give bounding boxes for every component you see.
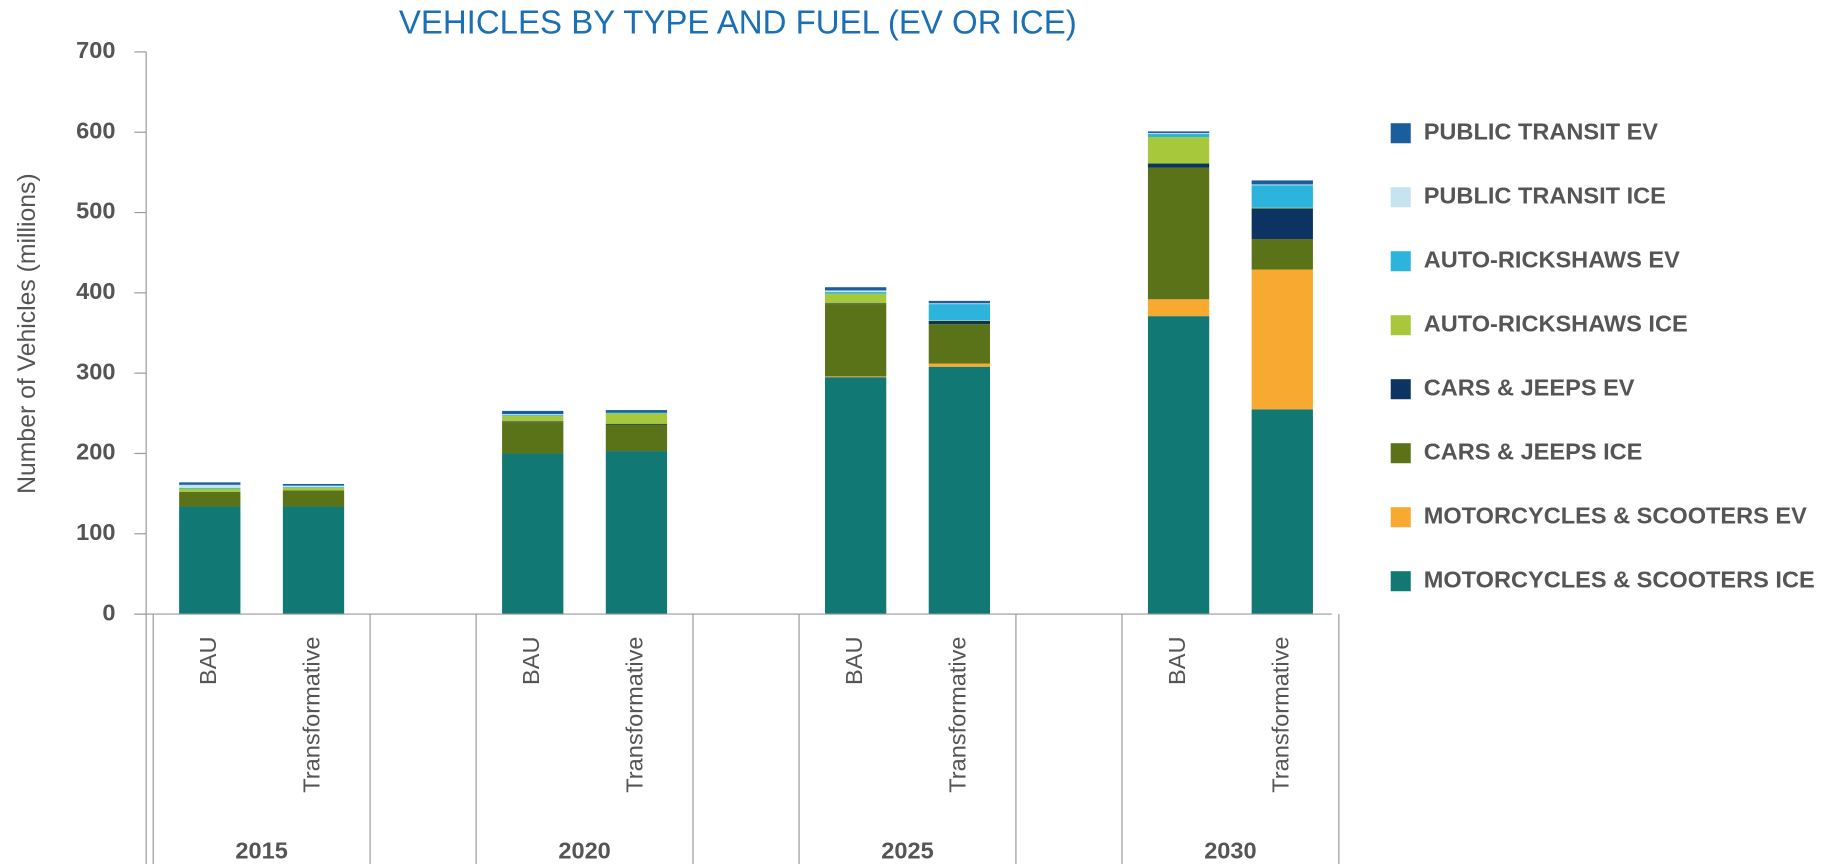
bar-segment <box>1251 409 1313 615</box>
y-axis-label: Number of Vehicles (millions) <box>14 173 41 493</box>
bar-segment <box>605 410 668 413</box>
y-tick-label: 200 <box>76 439 115 465</box>
bar-segment <box>825 293 887 304</box>
bar-segment <box>282 488 345 491</box>
bar-segment <box>179 492 241 507</box>
bar-segment <box>502 414 564 415</box>
legend-label: MOTORCYCLES & SCOOTERS ICE <box>1424 566 1815 592</box>
bar-segment <box>179 506 241 615</box>
bar-segment <box>1251 239 1313 270</box>
x-tick-label: BAU <box>518 636 544 684</box>
x-tick-label: Transformative <box>622 636 648 792</box>
bar-segment <box>502 421 564 423</box>
y-tick-label: 100 <box>76 519 115 545</box>
bar-segment <box>282 490 345 507</box>
legend-swatch <box>1390 315 1411 336</box>
bar-segment <box>928 320 990 321</box>
bar-segment <box>605 412 668 414</box>
y-tick-label: 700 <box>76 37 115 63</box>
bar-segment <box>928 304 990 321</box>
bar-segment <box>282 483 345 486</box>
legend-swatch <box>1390 571 1411 592</box>
bar-segment <box>1147 137 1210 164</box>
bar-segment <box>605 424 668 452</box>
bar-segment <box>1251 207 1313 209</box>
x-tick-label: Transformative <box>299 636 325 792</box>
x-tick-label: Transformative <box>945 636 971 792</box>
bar-segment <box>605 413 668 424</box>
legend-label: PUBLIC TRANSIT ICE <box>1424 182 1666 208</box>
legend-swatch <box>1390 123 1411 144</box>
y-tick-label: 300 <box>76 358 115 384</box>
legend-label: CARS & JEEPS ICE <box>1424 438 1643 464</box>
bar-segment <box>605 423 668 425</box>
x-tick-label: BAU <box>841 636 867 684</box>
bar-segment <box>825 292 887 294</box>
bar-segment <box>928 324 990 364</box>
bar-segment <box>1147 167 1210 300</box>
bar-segment <box>928 300 990 304</box>
legend-swatch <box>1390 379 1411 400</box>
y-tick-label: 0 <box>102 599 115 625</box>
bar-segment <box>1251 269 1313 410</box>
legend-label: AUTO-RICKSHAWS EV <box>1424 246 1680 272</box>
bar-segment <box>1251 184 1313 186</box>
bar-segment <box>179 484 241 489</box>
group-label: 2030 <box>1204 837 1256 863</box>
bar-segment <box>1251 208 1313 240</box>
y-tick-label: 600 <box>76 117 115 143</box>
x-tick-label: BAU <box>195 636 221 684</box>
group-label: 2020 <box>558 837 610 863</box>
bar-segment <box>825 287 887 291</box>
bar-segment <box>179 482 241 485</box>
bar-segment <box>825 303 887 305</box>
group-label: 2015 <box>235 837 287 863</box>
bar-segment <box>605 451 668 615</box>
x-tick-label: BAU <box>1164 636 1190 684</box>
bar-segment <box>179 488 241 493</box>
bar-segment <box>825 304 887 377</box>
legend-label: PUBLIC TRANSIT EV <box>1424 118 1659 144</box>
bar-segment <box>825 376 887 378</box>
chart-title: VEHICLES BY TYPE AND FUEL (EV OR ICE) <box>399 4 1077 41</box>
legend-label: CARS & JEEPS EV <box>1424 374 1635 400</box>
bar-segment <box>1147 133 1210 138</box>
bar-segment <box>825 377 887 615</box>
x-tick-label: Transformative <box>1268 636 1294 792</box>
bar-segment <box>179 488 241 489</box>
bar-segment <box>1251 180 1313 185</box>
bar-segment <box>1147 299 1210 317</box>
bar-segment <box>928 363 990 367</box>
bar-segment <box>502 415 564 422</box>
bar-segment <box>282 487 345 489</box>
bar-segment <box>1147 131 1210 134</box>
bar-segment <box>928 366 990 615</box>
bar-segment <box>282 485 345 488</box>
bar-segment <box>1147 133 1210 134</box>
legend-swatch <box>1390 507 1411 528</box>
y-tick-label: 400 <box>76 278 115 304</box>
bar-segment <box>502 410 564 415</box>
bar-segment <box>825 290 887 293</box>
legend-swatch <box>1390 187 1411 208</box>
y-tick-label: 500 <box>76 198 115 224</box>
group-label: 2025 <box>881 837 933 863</box>
legend-label: AUTO-RICKSHAWS ICE <box>1424 310 1688 336</box>
bar-segment <box>1251 185 1313 208</box>
bar-segment <box>1147 163 1210 168</box>
legend-label: MOTORCYCLES & SCOOTERS EV <box>1424 502 1807 528</box>
bar-segment <box>928 303 990 305</box>
bar-segment <box>502 453 564 615</box>
bar-segment <box>928 320 990 325</box>
bar-segment <box>502 414 564 416</box>
legend-swatch <box>1390 251 1411 272</box>
bar-segment <box>1147 316 1210 615</box>
bar-segment <box>502 422 564 454</box>
legend-swatch <box>1390 443 1411 464</box>
bar-segment <box>282 506 345 615</box>
